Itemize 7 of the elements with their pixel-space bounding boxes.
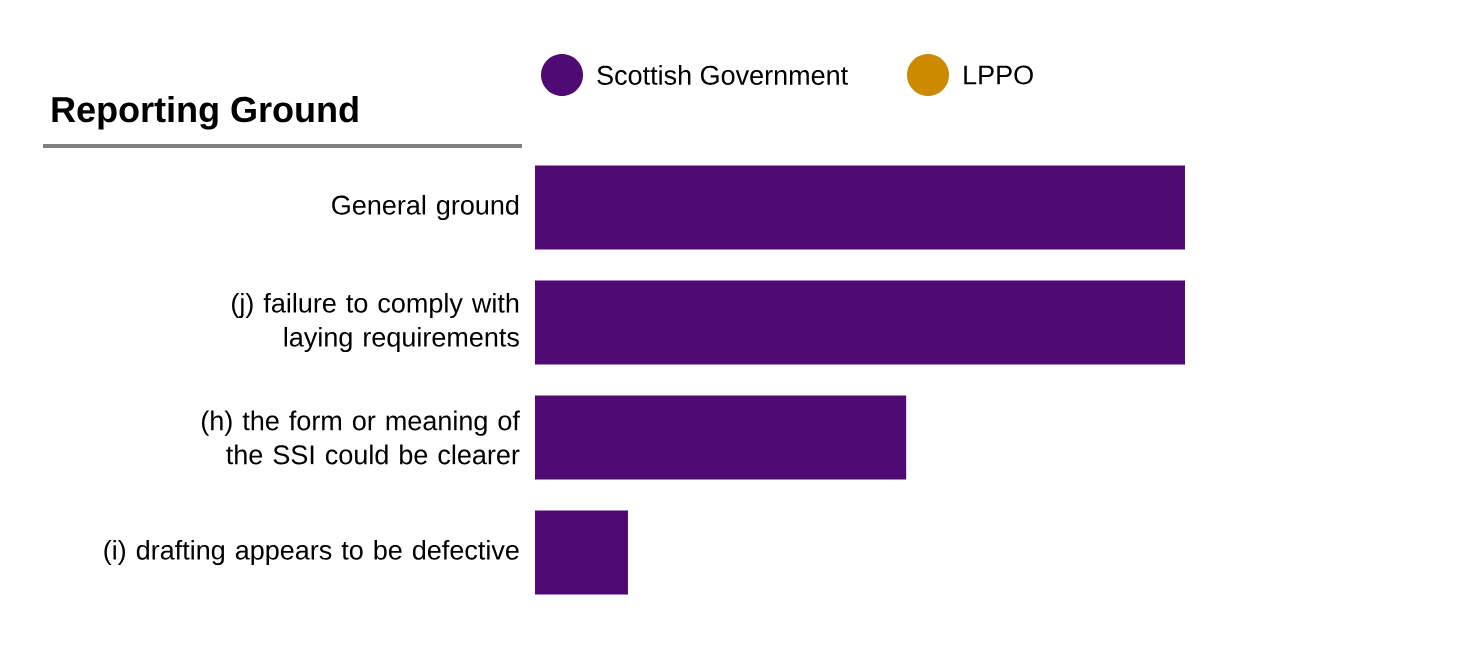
y-axis-title: Reporting Ground (52, 95, 358, 130)
legend-label: LPPO (964, 65, 1033, 85)
legend-label: Scottish Government (597, 65, 848, 85)
y-tick-label: (i) drafting appears to be defective (104, 539, 519, 566)
y-tick-label: (j) failure to comply with laying requirements (232, 292, 519, 353)
y-tick-label: General ground (332, 194, 519, 221)
y-tick-label: (h) the form or meaning of the SSI could be clearer (201, 410, 520, 465)
